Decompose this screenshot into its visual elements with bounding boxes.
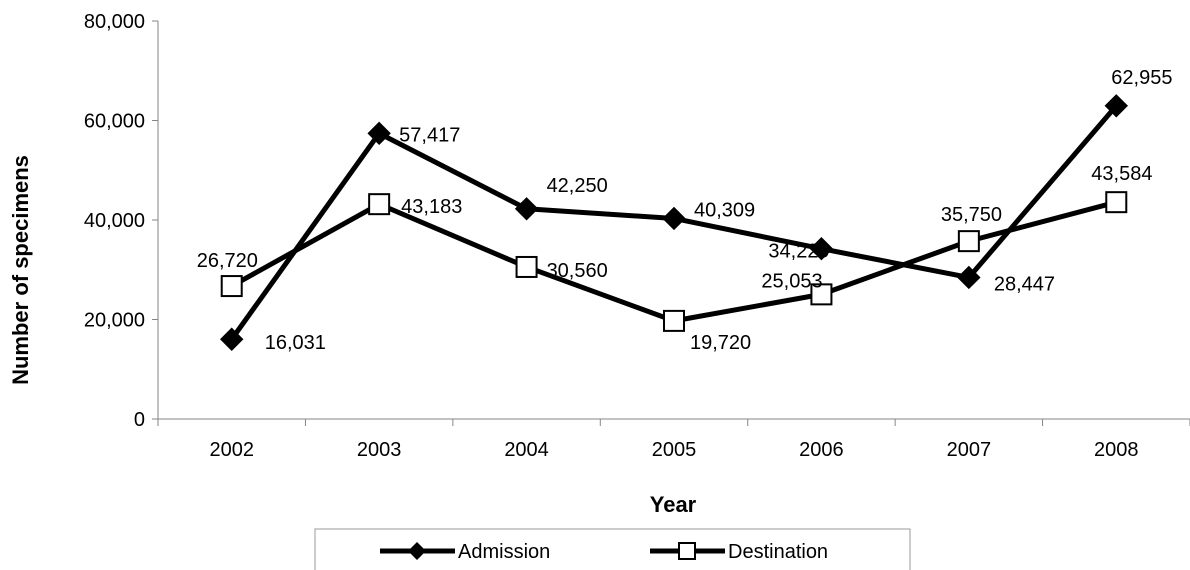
data-point: [368, 193, 391, 216]
x-tick-label: 2004: [504, 439, 549, 461]
data-label: 25,053: [761, 270, 822, 292]
data-point: [220, 327, 244, 351]
x-tick-label: 2002: [209, 439, 254, 461]
y-tick-label: 60,000: [84, 111, 145, 133]
data-point: [220, 275, 243, 298]
data-point: [809, 237, 834, 261]
data-label: 26,720: [197, 250, 258, 272]
data-label: 28,447: [994, 273, 1055, 295]
axes-layer: 0 20,000 40,000 60,000 80,000 2002 2003 2004 200…: [84, 11, 1190, 461]
legend-item-destination: Destination: [650, 541, 828, 563]
data-label: 62,955: [1111, 67, 1172, 89]
legend: Admission Destination: [314, 528, 911, 570]
legend-label: Destination: [728, 541, 828, 563]
data-point: [662, 206, 686, 231]
y-tick-label: 40,000: [84, 210, 145, 232]
data-label: 34,229: [768, 241, 829, 263]
data-label: 30,560: [547, 260, 608, 282]
x-tick-label: 2008: [1094, 439, 1139, 461]
series-admission: [220, 94, 1128, 351]
x-tick-label: 2006: [799, 439, 844, 461]
x-tick-label: 2007: [947, 439, 992, 461]
data-point: [810, 283, 833, 306]
data-label: 57,417: [399, 124, 460, 146]
legend-marker: [678, 542, 696, 560]
legend-label: Admission: [458, 541, 550, 563]
data-point: [1104, 94, 1128, 118]
y-tick-label: 0: [134, 409, 145, 431]
series-layer: [220, 94, 1128, 351]
data-point: [1105, 191, 1128, 214]
x-tick-label: 2005: [652, 439, 697, 461]
legend-item-admission: Admission: [380, 541, 550, 563]
data-point: [514, 197, 539, 221]
data-point: [957, 230, 980, 253]
data-label: 43,584: [1091, 163, 1152, 185]
y-tick-label: 20,000: [84, 310, 145, 332]
data-label: 16,031: [265, 332, 326, 354]
data-label: 40,309: [694, 199, 755, 221]
x-tick-label: 2003: [357, 439, 402, 461]
legend-marker: [408, 542, 426, 560]
data-point: [515, 255, 538, 278]
data-point: [663, 309, 685, 332]
legend-items: Admission Destination: [380, 541, 828, 563]
data-label: 42,250: [547, 175, 608, 197]
data-label: 43,183: [401, 196, 462, 218]
y-axis-title: Number of specimens: [8, 155, 33, 385]
data-label: 19,720: [690, 332, 751, 354]
data-point: [957, 265, 981, 290]
y-tick-label: 80,000: [84, 11, 145, 33]
x-axis-title: Year: [650, 492, 697, 517]
data-label: 35,750: [941, 204, 1002, 226]
series-destination: [220, 191, 1128, 332]
data-point: [367, 121, 391, 146]
labels-layer: 16,031 57,417 42,250 40,309 34,229 28,447 62,9…: [197, 67, 1173, 354]
